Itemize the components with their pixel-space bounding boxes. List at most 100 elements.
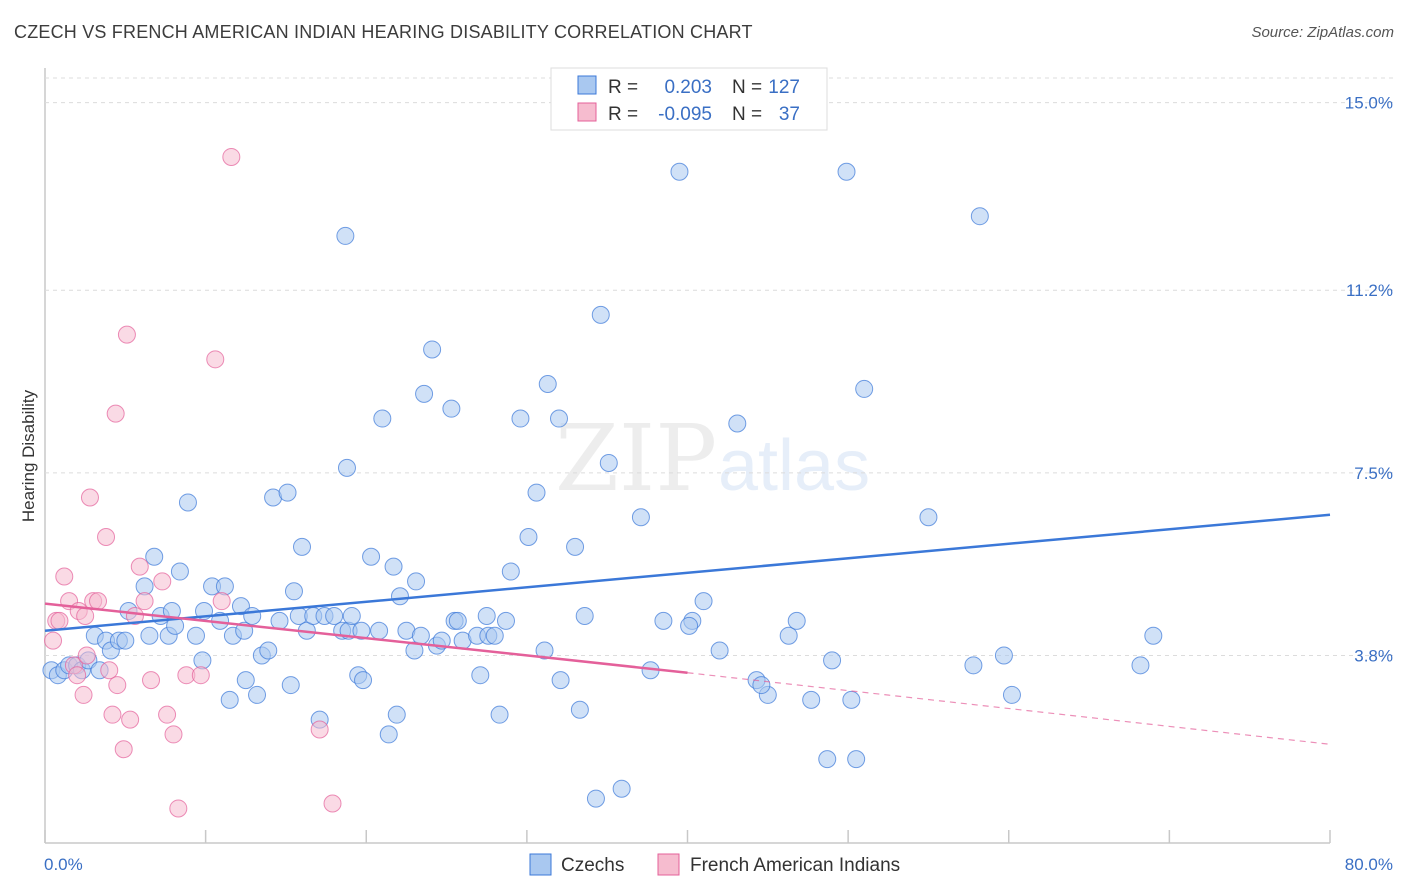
czechs-point [1131,656,1150,675]
czechs-point [823,651,842,670]
czechs-point [566,537,585,556]
czechs-point [243,606,262,625]
czechs-point [490,705,509,724]
czechs-point [1002,685,1021,704]
legend-swatch-czechs [529,853,552,876]
czechs-point [779,626,798,645]
czechs-point [248,685,267,704]
czechs-point [423,340,442,359]
czechs-point [405,641,424,660]
czechs-point [919,508,938,527]
czechs-point [680,616,699,635]
french-american-indians-point [44,631,63,650]
stats-r-value-0: 0.203 [664,77,712,98]
watermark-zip: ZIP [555,405,717,512]
czechs-point [170,562,189,581]
stats-n-value-1: 37 [779,104,800,125]
french-american-indians-point [164,725,183,744]
y-tick-label: 3.8% [1354,646,1393,665]
legend-label-french: French American Indians [690,855,900,876]
french-american-indians-point [114,740,133,759]
french-american-indians-point [97,528,116,546]
czechs-point [847,750,866,769]
y-tick-label: 15.0% [1345,94,1393,113]
czechs-point [842,690,861,709]
french-american-indians-point [50,611,69,630]
watermark: ZIP atlas [555,405,870,512]
czechs-point [281,676,300,695]
czechs-point [855,379,874,398]
czechs-point [193,651,212,670]
czechs-point [1144,626,1163,645]
czechs-point [387,705,406,724]
czechs-point [496,611,515,630]
czechs-point [787,611,806,630]
french-american-indians-point [55,567,74,586]
czechs-point [752,676,771,695]
french-american-indians-point [117,325,136,344]
stats-n-value-0: 127 [768,77,800,98]
french-american-indians-point [100,661,119,680]
stats-box-frame [550,67,828,131]
czechs-point [390,587,409,606]
czechs-point [818,750,837,769]
source-credit: Source: ZipAtlas.com [1251,24,1394,41]
czechs-point [970,207,989,226]
french-american-indians-point [206,350,225,369]
french-american-indians-point [103,705,122,724]
stats-n-label-0: N = [732,77,762,98]
czechs-point [259,641,278,660]
watermark-atlas: atlas [718,426,870,506]
czechs-point [710,641,729,660]
czechs-point [278,483,297,502]
czechs-point [178,493,197,512]
stats-swatch-czechs [577,75,597,95]
stats-r-label-0: R = [608,77,638,98]
czechs-point [370,621,389,640]
czechs-point [337,458,356,477]
french-american-indians-point [77,646,96,665]
french-american-indians-point [74,685,93,704]
y-axis-label: Hearing Disability [19,389,38,522]
czechs-point [471,666,490,685]
czechs-point [477,606,496,625]
french-american-indians-point [89,592,108,611]
french-american-indians-point [169,799,188,818]
y-tick-label: 11.2% [1346,281,1393,300]
czechs-point [220,690,239,709]
czechs-point [485,626,504,645]
czechs-point [511,409,530,428]
french-american-indians-point [121,710,140,729]
stats-swatch-french [577,102,597,122]
chart-title: CZECH VS FRENCH AMERICAN INDIAN HEARING … [14,22,753,42]
x-tick-label-min: 0.0% [44,855,83,874]
czechs-point [550,409,568,428]
french-trend-line [44,602,688,674]
czechs-point [284,582,303,601]
french-american-indians-point [153,572,172,591]
x-ticks [44,830,1331,843]
french-american-indians-point [212,592,231,611]
french-american-indians-point [310,720,329,739]
y-tick-label: 7.5% [1354,464,1393,483]
czechs-point [837,162,856,181]
czechs-point [373,409,392,428]
czechs-points [42,162,1163,808]
french-american-indians-point [142,671,161,690]
czechs-point [270,611,289,630]
czechs-point [293,537,311,556]
czechs-point [570,700,589,719]
stats-r-value-1: -0.095 [658,104,712,125]
czechs-point [501,562,520,581]
french-american-indians-point [106,404,125,423]
czechs-point [694,592,713,611]
czechs-point [527,483,546,502]
x-tick-label-max: 80.0% [1345,855,1393,874]
czechs-point [670,162,689,181]
french-american-indians-point [191,666,210,685]
czechs-point [728,414,747,433]
stats-r-label-1: R = [608,104,638,125]
czechs-point [336,226,355,245]
french-american-indians-point [135,592,154,611]
czechs-point [140,626,159,645]
